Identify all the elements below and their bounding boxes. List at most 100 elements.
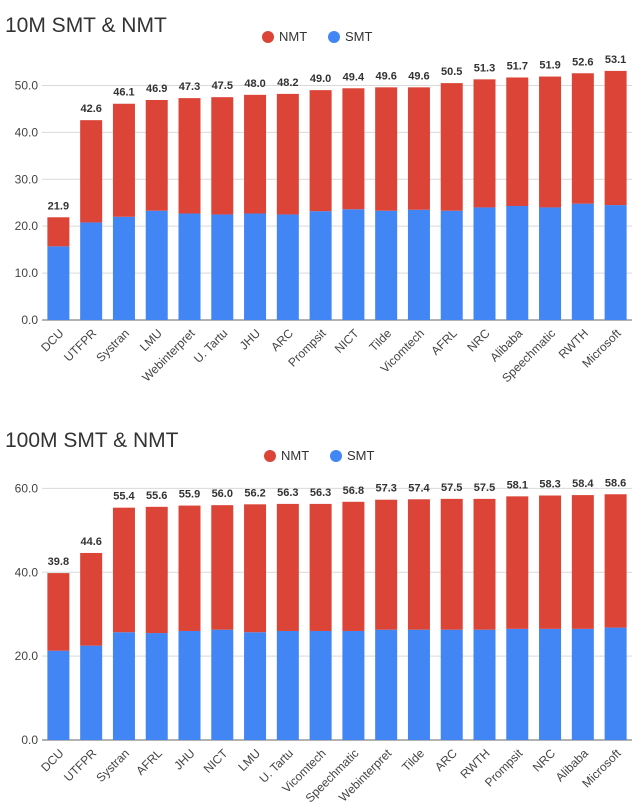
legend-label-smt: SMT	[345, 29, 373, 44]
x-tick-label: ARC	[268, 326, 296, 354]
bar-smt-17	[571, 628, 594, 740]
bar-nmt-6	[211, 505, 234, 630]
bar-nmt-18	[604, 70, 627, 206]
x-tick-label: Tilde	[366, 326, 394, 354]
bar-nmt-16	[539, 76, 562, 208]
chart-title: 100M SMT & NMT	[5, 429, 179, 452]
data-label: 46.9	[146, 83, 167, 95]
data-label: 48.2	[277, 77, 298, 89]
chart-100m: 100M SMT & NMT NMT SMT 0.0 20.0 40.0 60.0 39.8 D…	[5, 429, 632, 805]
bar-smt-9	[309, 630, 332, 740]
bar-nmt-17	[571, 495, 594, 629]
x-tick-label: UTFPR	[61, 326, 99, 364]
bar-nmt-8	[276, 93, 299, 215]
data-label: 55.4	[113, 491, 135, 503]
data-label: 57.3	[375, 483, 396, 495]
bar-nmt-9	[309, 90, 332, 212]
bar-smt-11	[375, 629, 398, 740]
bar-nmt-7	[244, 504, 267, 633]
x-tick-label: Tilde	[399, 746, 427, 774]
bar-smt-8	[276, 214, 299, 320]
bar-smt-10	[342, 630, 365, 740]
x-tick-label: AFRL	[133, 746, 165, 778]
x-tick-label: LMU	[235, 746, 263, 774]
data-label: 21.9	[48, 200, 69, 212]
bar-nmt-4	[145, 506, 168, 634]
data-label: 50.5	[441, 66, 462, 78]
bar-smt-2	[80, 645, 103, 740]
bar-smt-5	[178, 213, 201, 320]
legend-swatch-smt	[328, 31, 340, 43]
bar-smt-6	[211, 629, 234, 740]
y-tick-label: 0.0	[21, 733, 38, 747]
y-tick-label: 40.0	[15, 125, 39, 139]
x-tick-label: UTFPR	[61, 746, 99, 784]
bar-smt-13	[440, 629, 463, 740]
y-tick-label: 50.0	[15, 78, 39, 92]
bar-nmt-1	[47, 217, 70, 247]
bar-smt-17	[571, 203, 594, 320]
data-label: 57.5	[441, 482, 462, 494]
bar-smt-15	[506, 628, 529, 740]
bar-smt-2	[80, 222, 103, 320]
legend-label-smt: SMT	[347, 448, 375, 463]
y-tick-label: 40.0	[15, 565, 39, 579]
data-label: 53.1	[605, 54, 626, 66]
chart-title: 10M SMT & NMT	[5, 14, 167, 37]
bar-nmt-11	[375, 499, 398, 630]
bar-nmt-3	[112, 507, 135, 633]
bar-nmt-13	[440, 83, 463, 211]
data-label: 51.7	[507, 60, 528, 72]
data-label: 51.3	[474, 62, 495, 74]
bar-smt-1	[47, 650, 70, 740]
x-tick-label: LMU	[137, 326, 165, 354]
data-label: 51.9	[539, 60, 560, 72]
bar-nmt-15	[506, 77, 529, 207]
data-label: 56.8	[343, 485, 364, 497]
data-label: 42.6	[80, 103, 101, 115]
bar-smt-8	[276, 630, 299, 740]
data-label: 48.0	[244, 78, 265, 90]
data-label: 56.0	[212, 488, 233, 500]
data-label: 52.6	[572, 56, 593, 68]
bar-nmt-10	[342, 501, 365, 631]
x-tick-label: Systran	[93, 746, 132, 785]
data-label: 49.4	[343, 71, 365, 83]
bar-nmt-11	[375, 87, 398, 211]
bar-smt-7	[244, 632, 267, 740]
x-tick-label: DCU	[38, 746, 66, 774]
data-label: 49.6	[408, 70, 429, 82]
bar-smt-18	[604, 627, 627, 740]
data-label: 56.3	[277, 487, 298, 499]
bar-smt-10	[342, 209, 365, 320]
y-tick-label: 20.0	[15, 219, 39, 233]
x-tick-label: AFRL	[428, 326, 460, 358]
x-tick-label: NICT	[332, 326, 362, 356]
legend-swatch-nmt	[264, 450, 276, 462]
bar-smt-15	[506, 206, 529, 320]
bar-smt-18	[604, 205, 627, 320]
bar-smt-12	[407, 209, 430, 320]
data-label: 58.3	[539, 479, 560, 491]
data-label: 49.6	[375, 70, 396, 82]
bar-smt-14	[473, 629, 496, 740]
bar-nmt-10	[342, 88, 365, 210]
x-tick-label: NICT	[201, 746, 231, 776]
x-tick-label: NRC	[530, 746, 559, 775]
legend-swatch-smt	[330, 450, 342, 462]
bar-smt-4	[145, 633, 168, 740]
y-tick-label: 60.0	[15, 481, 39, 495]
data-label: 58.6	[605, 477, 626, 489]
bar-nmt-2	[80, 552, 103, 646]
bar-nmt-14	[473, 498, 496, 630]
data-label: 44.6	[80, 536, 101, 548]
bar-nmt-5	[178, 505, 201, 631]
legend-label-nmt: NMT	[281, 448, 309, 463]
x-tick-label: JHU	[237, 326, 263, 352]
x-tick-label: ARC	[432, 746, 460, 774]
data-label: 57.4	[408, 482, 430, 494]
bar-nmt-7	[244, 94, 267, 214]
legend: NMT SMT	[264, 448, 375, 463]
bar-nmt-3	[112, 103, 135, 217]
